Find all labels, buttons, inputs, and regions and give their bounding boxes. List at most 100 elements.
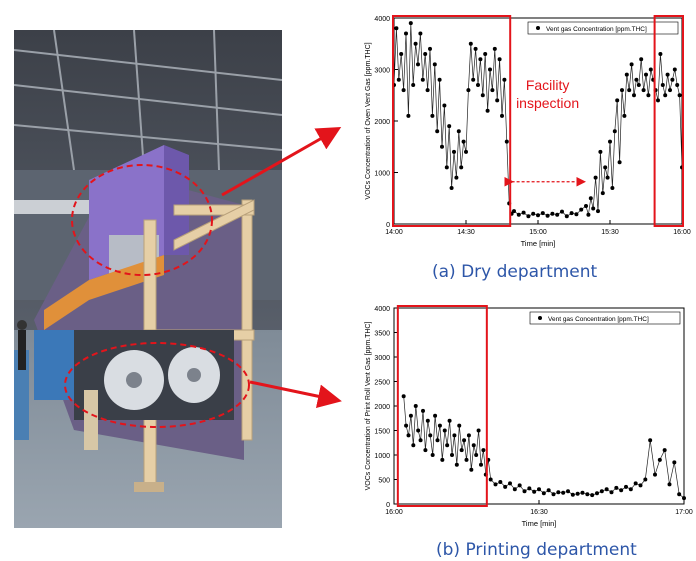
print-ytick-label: 3500 <box>374 331 390 338</box>
dry-data-point <box>399 52 404 57</box>
dry-data-point <box>521 210 526 215</box>
print-data-point <box>648 438 653 443</box>
dry-yaxis-label: VOCs Concentration of Oven Vent Gas [ppm… <box>365 42 372 199</box>
dry-data-point <box>449 185 454 190</box>
print-data-point <box>437 423 442 428</box>
print-data-point <box>633 481 638 486</box>
dry-data-point <box>432 62 437 67</box>
dry-xaxis-label: Time [min] <box>521 239 556 248</box>
print-data-point <box>614 485 619 490</box>
printing-department-chart: 0 500 1000 1500 2000 2500 3000 3500 4000 16:00 16:… <box>365 305 693 528</box>
dry-data-point <box>526 214 531 219</box>
dry-data-point <box>584 203 588 208</box>
dry-data-point <box>444 165 449 170</box>
print-data-point <box>450 453 454 457</box>
dry-data-point <box>413 41 418 46</box>
print-plot-area <box>393 307 685 505</box>
dry-legend-box <box>527 21 679 35</box>
print-xtick-label: 17:00 <box>675 509 693 516</box>
dry-data-point <box>586 212 591 217</box>
dry-data-point <box>675 82 680 87</box>
print-data-point <box>677 492 682 497</box>
print-data-point <box>503 484 508 489</box>
dry-data-point <box>663 93 668 98</box>
print-data-point <box>457 423 462 428</box>
dry-data-point <box>502 77 507 82</box>
print-xtick-label: 16:30 <box>530 509 548 516</box>
print-data-point <box>425 418 430 423</box>
dry-data-point <box>466 88 471 93</box>
dry-data-point <box>627 88 632 93</box>
dry-data-point <box>610 185 615 190</box>
print-data-point <box>476 428 481 433</box>
print-data-point <box>595 491 599 496</box>
print-ytick-label: 2000 <box>374 404 390 411</box>
dry-legend-label: Vent gas Concentration [ppm.THC] <box>546 26 647 33</box>
arrow-to-dry-chart <box>221 127 342 197</box>
dry-data-point <box>483 52 488 57</box>
dry-data-point <box>396 77 401 82</box>
print-data-point <box>481 448 486 453</box>
print-data-point <box>537 487 541 492</box>
dry-data-point <box>464 149 468 154</box>
print-data-point <box>421 408 425 413</box>
dry-department-chart: 0 1000 2000 3000 4000 14:00 14:30 15:00 15:30 16:… <box>365 15 691 248</box>
dry-data-point <box>531 211 536 216</box>
print-data-point <box>411 443 416 448</box>
print-data-point <box>479 462 483 467</box>
dry-highlight-box <box>392 15 512 227</box>
print-data-point <box>570 492 575 497</box>
dry-data-point <box>476 82 480 87</box>
dry-xtick-label: 15:00 <box>529 229 547 236</box>
dry-series-line <box>393 23 683 217</box>
dry-data-point <box>442 103 447 108</box>
print-ytick-label: 3000 <box>374 355 390 362</box>
dry-data-point <box>639 57 644 62</box>
print-data-point <box>430 453 435 457</box>
dry-data-point <box>555 212 560 217</box>
print-data-point <box>667 482 672 487</box>
dry-data-point <box>473 46 478 51</box>
dry-data-point <box>670 77 675 82</box>
dry-data-point <box>495 98 500 103</box>
print-highlight-box <box>396 305 488 507</box>
print-data-point <box>488 477 493 482</box>
dry-data-point <box>622 113 627 118</box>
print-data-point <box>454 462 459 467</box>
print-ytick-label: 0 <box>386 502 390 509</box>
print-data-point <box>428 433 433 438</box>
print-data-point <box>653 472 657 477</box>
dry-data-point <box>440 144 444 149</box>
arrow-to-printing-chart <box>249 380 342 409</box>
print-data-point <box>452 433 457 438</box>
print-data-point <box>561 490 566 495</box>
dry-data-point <box>629 62 634 67</box>
dry-data-point <box>404 31 408 36</box>
dry-data-point <box>600 191 605 196</box>
print-data-point <box>556 490 561 495</box>
dry-data-point <box>615 98 620 103</box>
print-data-point <box>628 487 633 492</box>
dry-data-point <box>632 93 636 98</box>
dry-ytick-label: 1000 <box>374 171 390 178</box>
dry-data-point <box>401 88 406 93</box>
print-data-point <box>408 413 413 418</box>
print-data-point <box>474 453 479 457</box>
dry-data-point <box>500 113 504 118</box>
dry-data-point <box>461 139 466 144</box>
print-data-point <box>532 489 537 494</box>
dry-data-point <box>411 82 416 87</box>
print-data-point <box>541 491 546 496</box>
print-data-point <box>662 448 667 453</box>
inspection-annotation-line: inspection <box>516 95 579 111</box>
dry-data-point <box>668 88 672 93</box>
print-data-point <box>522 489 527 494</box>
dry-data-point <box>536 213 540 218</box>
dry-data-point <box>456 129 461 134</box>
dry-data-point <box>418 31 423 36</box>
dry-data-point <box>605 175 610 180</box>
print-data-point <box>575 491 580 496</box>
print-data-point <box>464 457 469 462</box>
dry-data-point <box>608 139 612 144</box>
dry-data-point <box>564 214 569 219</box>
